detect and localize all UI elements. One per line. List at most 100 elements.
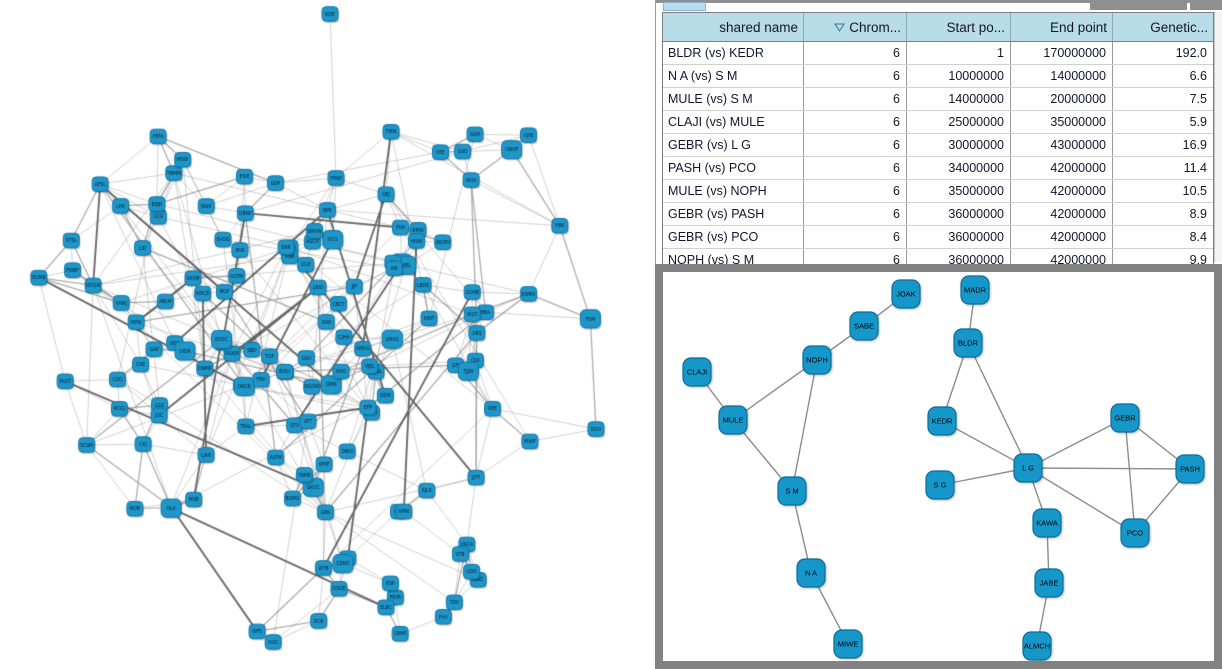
node-shape	[925, 470, 955, 500]
table-cell: 6	[804, 111, 907, 133]
chrome-top-bar	[656, 0, 1222, 3]
subnetwork-node-KEDR[interactable]: KEDR	[927, 406, 957, 436]
subnetwork-edge-NOPH-S M[interactable]	[791, 359, 818, 492]
table-cell: 36000000	[907, 249, 1011, 271]
node-label: CLAJI	[687, 368, 707, 377]
node-label: PCO	[1127, 529, 1143, 538]
table-cell: 6	[804, 42, 907, 64]
node-shape	[833, 629, 863, 659]
subnetwork-edge-NOPH-MULE[interactable]	[732, 359, 818, 421]
subnetwork-node-NOPH[interactable]: NOPH	[802, 345, 832, 375]
table-cell: 6.6	[1189, 69, 1207, 83]
table-cell: 35000000	[907, 180, 1011, 202]
table-cell: N A (vs) S M	[663, 65, 804, 87]
subnetwork-node-L G[interactable]: L G	[1013, 453, 1043, 483]
node-label: JOAK	[896, 290, 916, 299]
node-shape	[796, 558, 826, 588]
table-scrollbar-track[interactable]	[1214, 12, 1222, 262]
table-row[interactable]: BLDR (vs) KEDR 6 1 170000000 192.0	[663, 42, 1213, 65]
table-cell: 6	[804, 180, 907, 202]
column-header-genetic-distance[interactable]: Genetic...	[1113, 13, 1213, 41]
table-header-row: shared name Chrom... Start po... End point G…	[663, 13, 1213, 42]
subnetwork-panel: JOAK MADR SABE NOPH CLAJI MULE BLDR KEDR S M N A M…	[655, 264, 1222, 669]
subnetwork-node-BLDR[interactable]: BLDR	[953, 328, 983, 358]
chrome-right-block	[1190, 0, 1222, 10]
node-label: N A	[805, 569, 817, 578]
subnetwork-node-N A[interactable]: N A	[796, 558, 826, 588]
table-cell: 20000000	[1011, 88, 1113, 110]
subnetwork-edge-L G-GEBR[interactable]	[1027, 417, 1126, 469]
node-shape	[777, 476, 807, 506]
table-row[interactable]: N A (vs) S M 6 10000000 14000000 6.6	[663, 65, 1213, 88]
table-cell: 6	[804, 249, 907, 271]
table-cell: 6	[804, 88, 907, 110]
node-label: MADR	[964, 286, 987, 295]
table-row[interactable]: PASH (vs) PCO 6 34000000 42000000 11.4	[663, 157, 1213, 180]
node-shape	[927, 406, 957, 436]
table-cell: 10000000	[907, 65, 1011, 87]
subnetwork-canvas[interactable]: JOAK MADR SABE NOPH CLAJI MULE BLDR KEDR S M N A M…	[663, 272, 1214, 661]
subnetwork-node-S G[interactable]: S G	[925, 470, 955, 500]
node-shape	[1034, 568, 1064, 598]
table-cell: 10.5	[1182, 184, 1207, 198]
table-row[interactable]: GEBR (vs) L G 6 30000000 43000000 16.9	[663, 134, 1213, 157]
table-row[interactable]: MULE (vs) NOPH 6 35000000 42000000 10.5	[663, 180, 1213, 203]
table-cell: 34000000	[907, 157, 1011, 179]
funnel-down-icon	[834, 23, 846, 32]
column-header-end-point[interactable]: End point	[1011, 13, 1113, 41]
subnetwork-node-MULE[interactable]: MULE	[718, 405, 748, 435]
subnetwork-node-JOAK[interactable]: JOAK	[891, 279, 921, 309]
table-cell: 14000000	[1011, 65, 1113, 87]
table-cell: 42000000	[1011, 157, 1113, 179]
node-label: PASH	[1180, 465, 1200, 474]
subnetwork-edge-L G-PASH[interactable]	[1027, 467, 1191, 470]
node-label: JABE	[1040, 579, 1059, 588]
node-shape	[1022, 631, 1052, 661]
table-cell: 192.0	[1175, 46, 1207, 60]
table-cell: 42000000	[1011, 180, 1113, 202]
node-label: L G	[1022, 464, 1034, 473]
subnetwork-edge-L G-PCO[interactable]	[1027, 467, 1136, 534]
table-cell: 25000000	[907, 111, 1011, 133]
column-header-shared-name[interactable]: shared name	[663, 13, 804, 41]
node-shape	[1110, 403, 1140, 433]
table-row[interactable]: GEBR (vs) PCO 6 36000000 42000000 8.4	[663, 226, 1213, 249]
node-shape	[960, 275, 990, 305]
subnetwork-node-S M[interactable]: S M	[777, 476, 807, 506]
subnetwork-node-MIWE[interactable]: MIWE	[833, 629, 863, 659]
subnetwork-edge-S G-L G[interactable]	[939, 467, 1029, 486]
subnetwork-node-GEBR[interactable]: GEBR	[1110, 403, 1140, 433]
table-cell: PASH (vs) PCO	[663, 157, 804, 179]
subnetwork-node-MADR[interactable]: MADR	[960, 275, 990, 305]
subnetwork-node-JABE[interactable]: JABE	[1034, 568, 1064, 598]
column-header-chromosome[interactable]: Chrom...	[804, 13, 907, 41]
panel-tab[interactable]	[663, 2, 706, 11]
chrome-right-block	[1090, 0, 1187, 10]
node-shape	[953, 328, 983, 358]
node-label: SABE	[854, 322, 874, 331]
table-row[interactable]: GEBR (vs) PASH 6 36000000 42000000 8.9	[663, 203, 1213, 226]
table-cell: MULE (vs) NOPH	[663, 180, 804, 202]
table-cell: GEBR (vs) PASH	[663, 203, 804, 225]
subnetwork-node-CLAJI[interactable]: CLAJI	[682, 357, 712, 387]
table-cell: 11.4	[1183, 161, 1207, 175]
node-shape	[891, 279, 921, 309]
column-header-start-point[interactable]: Start po...	[907, 13, 1011, 41]
column-header-label: End point	[1049, 19, 1107, 35]
subnetwork-node-PASH[interactable]: PASH	[1175, 454, 1205, 484]
subnetwork-edge-BLDR-L G[interactable]	[967, 342, 1029, 469]
table-row[interactable]: MULE (vs) S M 6 14000000 20000000 7.5	[663, 88, 1213, 111]
subnetwork-node-PCO[interactable]: PCO	[1120, 518, 1150, 548]
table-cell: 170000000	[1011, 42, 1113, 64]
subnetwork-edge-GEBR-PCO[interactable]	[1124, 417, 1136, 534]
table-body: BLDR (vs) KEDR 6 1 170000000 192.0 N A (vs) S…	[663, 42, 1213, 271]
table-row[interactable]: CLAJI (vs) MULE 6 25000000 35000000 5.9	[663, 111, 1213, 134]
table-cell: GEBR (vs) L G	[663, 134, 804, 156]
node-label: S G	[934, 481, 947, 490]
subnetwork-node-KAWA[interactable]: KAWA	[1032, 508, 1062, 538]
table-cell: 30000000	[907, 134, 1011, 156]
subnetwork-node-SABE[interactable]: SABE	[849, 311, 879, 341]
main-network-canvas[interactable]	[0, 0, 655, 669]
table-cell: 14000000	[907, 88, 1011, 110]
subnetwork-node-ALMCH[interactable]: ALMCH	[1022, 631, 1052, 661]
